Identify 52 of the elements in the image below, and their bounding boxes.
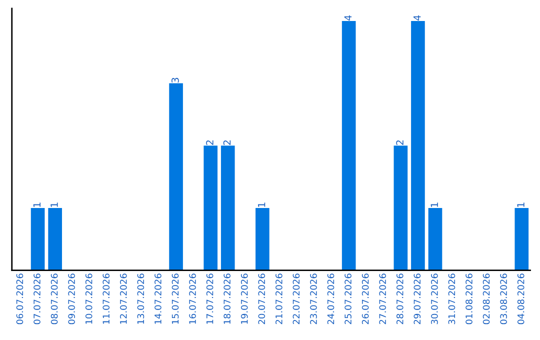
x-tick-label: 19.07.2026: [240, 274, 248, 324]
data-label: 3: [172, 78, 179, 83]
x-tick-label: 29.07.2026: [414, 274, 421, 324]
data-label: 2: [396, 140, 404, 145]
data-label: 4: [414, 15, 421, 20]
x-tick-label: 18.07.2026: [224, 274, 230, 324]
x-tick-label: 22.07.2026: [292, 274, 300, 324]
data-label: 1: [33, 202, 40, 207]
x-tick-label: 14.07.2026: [154, 274, 162, 324]
bar: [204, 146, 218, 270]
x-tick-label: 10.07.2026: [85, 274, 92, 324]
x-tick-label: 03.08.2026: [500, 274, 507, 324]
bar: [411, 20, 425, 270]
x-tick-label: 06.07.2026: [16, 274, 24, 324]
bar: [169, 83, 183, 270]
data-label: 2: [206, 140, 214, 145]
x-tick-label: 16.07.2026: [189, 274, 196, 324]
x-tick-label: 08.07.2026: [50, 274, 58, 324]
bar: [256, 208, 270, 270]
x-tick-label: 01.08.2026: [466, 274, 472, 324]
bar: [514, 208, 529, 270]
x-tick-label: 07.07.2026: [34, 274, 40, 324]
x-tick-label: 13.07.2026: [137, 274, 144, 324]
x-tick-label: 20.07.2026: [258, 274, 266, 324]
x-tick-label: 21.07.2026: [276, 274, 282, 324]
data-label: 4: [344, 15, 352, 20]
x-tick-label: 04.08.2026: [517, 274, 524, 324]
x-tick-label: 26.07.2026: [362, 274, 369, 324]
x-tick-label: 27.07.2026: [379, 274, 386, 324]
data-label: 1: [50, 202, 58, 207]
x-tick-label: 17.07.2026: [206, 274, 214, 324]
x-tick-label: 23.07.2026: [310, 274, 317, 324]
data-label: 1: [517, 202, 524, 207]
data-label: 1: [258, 202, 266, 207]
data-label: 2: [223, 140, 231, 145]
bar: [394, 146, 408, 270]
x-tick-label: 24.07.2026: [327, 274, 334, 324]
x-tick-label: 12.07.2026: [120, 274, 127, 324]
x-tick-label: 02.08.2026: [482, 274, 490, 324]
x-tick-label: 11.07.2026: [102, 274, 110, 324]
x-tick-label: 31.07.2026: [448, 274, 456, 324]
x-tick-label: 15.07.2026: [172, 274, 179, 324]
data-label: 1: [430, 202, 438, 207]
bar: [48, 208, 62, 270]
bar: [342, 20, 356, 270]
x-tick-label: 30.07.2026: [431, 274, 438, 324]
x-tick-label: 28.07.2026: [396, 274, 404, 324]
bar: [220, 146, 235, 270]
x-tick-label: 09.07.2026: [68, 274, 75, 324]
bar: [30, 208, 45, 270]
x-tick-label: 25.07.2026: [344, 274, 352, 324]
bar: [428, 208, 442, 270]
